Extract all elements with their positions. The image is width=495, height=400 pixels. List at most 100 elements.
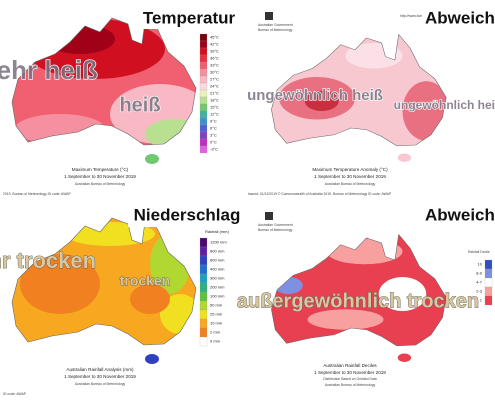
legend-swatch: [199, 103, 208, 112]
footer: ID code: AWAP: [3, 392, 27, 396]
legend-label: 2 mm: [210, 330, 221, 335]
title: Niederschlag: [134, 205, 241, 224]
legend-swatch: [199, 89, 208, 98]
legend-swatch: [199, 131, 208, 140]
legend-swatch: [199, 273, 208, 284]
legend-swatch: [484, 277, 493, 288]
legend-swatch: [199, 117, 208, 126]
legend-title: Rainfall Decile: [468, 250, 490, 254]
legend-swatch: [199, 264, 208, 275]
legend-label: 12°C: [210, 112, 219, 117]
caption: Australian Bureau of Meteorology: [325, 182, 376, 186]
legend-label: 8-9: [476, 271, 483, 276]
legend-label: 15°C: [210, 105, 219, 110]
legend: 1200 mm 800 mm 600 mm 400 mm 300 mm 200 mm 100…: [199, 237, 227, 347]
caption: Distribution Based on Gridded Data: [323, 377, 376, 381]
legend-swatch: [199, 336, 208, 347]
legend-label: 42°C: [210, 42, 219, 47]
legend-label: 18°C: [210, 98, 219, 103]
title-bg: [128, 205, 246, 227]
legend-label: 45°C: [210, 35, 219, 40]
legend-label: 24°C: [210, 84, 219, 89]
overlay: heiß: [119, 94, 160, 116]
legend-label: 0°C: [210, 140, 217, 145]
panel-rainfall-deciles: Australian Government Bureau of Meteorol…: [236, 205, 495, 387]
legend-label: 21°C: [210, 91, 219, 96]
legend-label: 33°C: [210, 63, 219, 68]
caption: 1 September to 30 November 2019: [314, 370, 386, 375]
legend-label: 300 mm: [210, 276, 225, 281]
caption: 1 September to 30 November 2019: [64, 174, 136, 179]
title-bg: [422, 205, 495, 227]
title-bg: [422, 7, 495, 29]
overlay: sehr trocken: [0, 248, 96, 273]
caption: Australian Bureau of Meteorology: [75, 382, 126, 386]
legend-swatch: [199, 82, 208, 91]
caption: 1 September to 30 November 2019: [314, 174, 386, 179]
legend-swatch: [199, 145, 208, 154]
legend-swatch: [199, 54, 208, 63]
legend-label: 9°C: [210, 119, 217, 124]
url: http://www.bom.gov.au: [400, 14, 434, 18]
tasmania: [145, 354, 159, 364]
government: Bureau of Meteorology: [258, 28, 293, 32]
legend-swatch: [199, 255, 208, 266]
legend-swatch: [199, 75, 208, 84]
caption: Australian Bureau of Meteorology: [75, 182, 126, 186]
caption: Australian Bureau of Meteorology: [325, 383, 376, 387]
legend-swatch: [199, 327, 208, 338]
legend-swatch: [199, 124, 208, 133]
legend-swatch: [199, 291, 208, 302]
title: Temperatur: [143, 8, 236, 27]
tasmania: [145, 154, 159, 164]
legend-swatch: [199, 110, 208, 119]
footer: 2019, Bureau of Meteorology ID code: AWA…: [3, 192, 72, 196]
overlay: außergewöhnlich trocken: [237, 290, 479, 312]
legend-label: 800 mm: [210, 249, 225, 254]
legend-swatch: [199, 96, 208, 105]
legend-swatch: [199, 246, 208, 257]
overlay: ungewöhnlich heiß: [394, 98, 495, 112]
caption: Maximum Temperature (°C): [72, 167, 129, 172]
legend-swatch: [199, 282, 208, 293]
title-bg: [136, 7, 242, 29]
legend-label: 100 mm: [210, 294, 225, 299]
legend-label: 0 mm: [210, 339, 221, 344]
legend-label: 4-7: [476, 280, 483, 285]
legend-label: 10 mm: [210, 321, 223, 326]
legend-swatch: [199, 47, 208, 56]
legend-label: 6°C: [210, 126, 217, 131]
legend-label: 39°C: [210, 49, 219, 54]
caption: Maximum Temperature Anomaly (°C): [312, 167, 388, 172]
caption: Australian Rainfall Analysis (mm): [66, 367, 134, 372]
title: Abweich: [425, 8, 495, 27]
legend-label: 1200 mm: [210, 240, 227, 245]
government: Bureau of Meteorology: [258, 228, 293, 232]
legend-label: 50 mm: [210, 303, 223, 308]
legend-swatch: [199, 318, 208, 329]
legend: 10 8-9 4-7 2-3 1: [476, 259, 493, 306]
map: [271, 234, 447, 346]
legend-label: 25 mm: [210, 312, 223, 317]
legend-label: 36°C: [210, 56, 219, 61]
legend-swatch: [484, 295, 493, 306]
legend-swatch: [199, 309, 208, 320]
title: Abweich: [425, 205, 495, 224]
legend-swatch: [199, 40, 208, 49]
legend-title: Rainfall (mm): [205, 229, 229, 234]
legend-label: 27°C: [210, 77, 219, 82]
government: Australian Government: [258, 23, 293, 27]
legend-swatch: [484, 286, 493, 297]
legend-label: 30°C: [210, 70, 219, 75]
caption: 1 September to 30 November 2019: [64, 374, 136, 379]
legend-label: 1: [480, 298, 483, 303]
overlay: trocken: [120, 273, 171, 289]
legend-swatch: [199, 33, 208, 42]
legend-label: 2-3: [476, 289, 483, 294]
legend-swatch: [484, 268, 493, 279]
legend-swatch: [484, 259, 493, 270]
legend: 45°C 42°C 39°C 36°C 33°C 30°C 27°C 24°C 21°C 18°C…: [199, 33, 219, 154]
government: Australian Government: [258, 223, 293, 227]
legend-label: 400 mm: [210, 267, 225, 272]
legend-swatch: [199, 300, 208, 311]
